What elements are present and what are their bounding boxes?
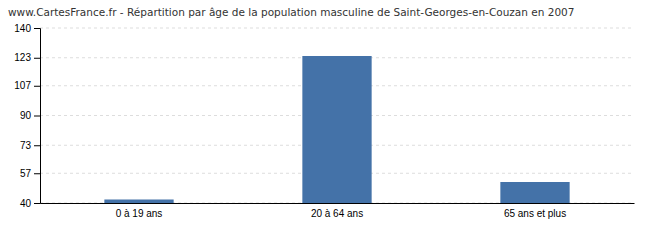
tick-label: 40 [20,198,32,209]
tick-label: 0 à 19 ans [116,208,163,219]
bar [500,182,569,203]
tick-mark [34,145,40,146]
tick: 20 à 64 ans [311,208,363,219]
tick-label: 107 [14,80,31,91]
tick: 107 [14,80,40,91]
y-axis: 40 57 73 90 107 123 140 [14,23,40,209]
tick-mark [34,28,40,29]
tick: 90 [20,110,40,121]
tick: 65 ans et plus [504,208,566,219]
tick-mark [34,203,40,204]
tick-label: 57 [20,168,32,179]
tick: 40 [20,198,40,209]
tick-mark [34,173,40,174]
tick-label: 90 [20,110,32,121]
bars [104,56,569,203]
tick-label: 20 à 64 ans [311,208,363,219]
tick: 123 [14,52,40,63]
title: www.CartesFrance.fr - Répartition par âg… [8,6,574,18]
bar [302,56,371,203]
tick-label: 73 [20,140,32,151]
chart: www.CartesFrance.fr - Répartition par âg… [0,0,650,229]
tick-label: 65 ans et plus [504,208,566,219]
tick: 57 [20,168,40,179]
tick-label: 123 [14,52,31,63]
tick: 73 [20,140,40,151]
tick-mark [34,86,40,87]
bar [104,200,173,204]
tick: 140 [14,23,40,34]
tick-label: 140 [14,23,31,34]
grid-line [40,28,634,29]
tick-mark [34,116,40,117]
x-axis: 0 à 19 ans 20 à 64 ans 65 ans et plus [41,204,635,220]
grid [40,28,634,203]
axis-line [41,203,635,204]
tick-mark [34,58,40,59]
tick: 0 à 19 ans [116,208,163,219]
axis-line [34,29,41,204]
plot: 40 57 73 90 107 123 140 0 à 19 ans 20 à 64 ans 65… [14,23,634,219]
